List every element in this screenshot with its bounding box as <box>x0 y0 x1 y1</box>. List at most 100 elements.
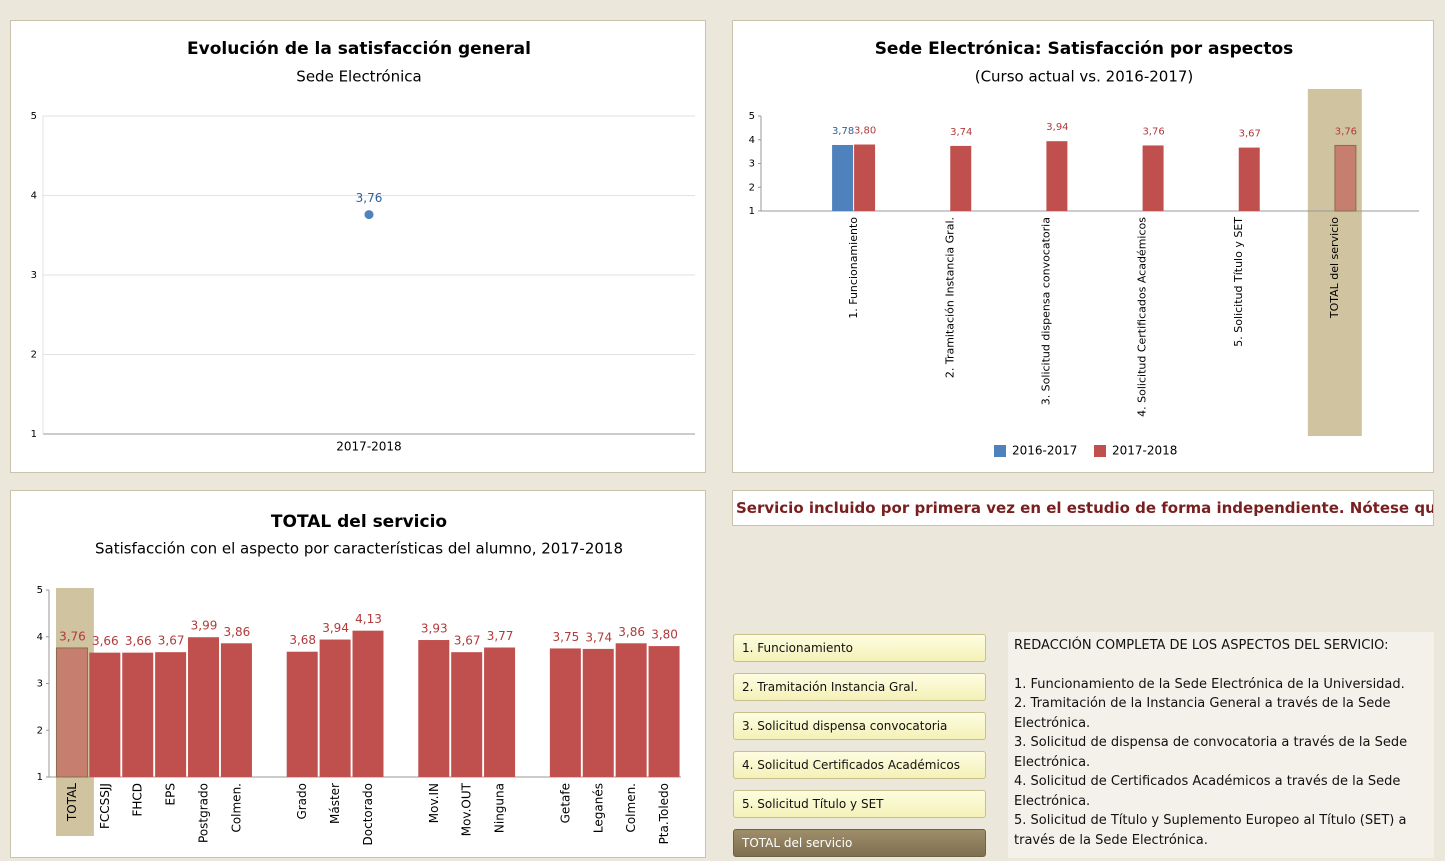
chart-title: Evolución de la satisfacción general <box>187 39 531 59</box>
value-label: 3,74 <box>950 127 972 138</box>
description-heading: REDACCIÓN COMPLETA DE LOS ASPECTOS DEL S… <box>1014 638 1389 653</box>
bar <box>155 652 187 777</box>
legend-label: 2016-2017 <box>1012 444 1077 458</box>
chart-title: TOTAL del servicio <box>271 512 447 532</box>
value-label: 3,78 <box>832 126 854 137</box>
x-tick-label: Pta.Toledo <box>657 783 671 844</box>
x-tick-label: TOTAL del servicio <box>1328 217 1341 319</box>
description: REDACCIÓN COMPLETA DE LOS ASPECTOS DEL S… <box>1008 632 1434 858</box>
legend-swatch <box>1094 445 1106 457</box>
bar <box>648 646 680 777</box>
description-item: 3. Solicitud de dispensa de convocatoria… <box>1014 735 1408 770</box>
value-label: 3,67 <box>158 634 185 648</box>
x-tick-label: 3. Solicitud dispensa convocatoria <box>1039 217 1052 405</box>
aspect-button[interactable]: 3. Solicitud dispensa convocatoria <box>733 712 986 740</box>
y-tick-label: 3 <box>749 159 755 170</box>
x-tick-label: Ninguna <box>493 783 507 833</box>
x-tick-label: Mov.IN <box>427 783 441 823</box>
value-label: 3,75 <box>553 630 580 644</box>
data-point <box>364 210 374 220</box>
chart-subtitle: Sede Electrónica <box>296 68 421 86</box>
y-tick-label: 4 <box>31 191 37 202</box>
description-item: 4. Solicitud de Certificados Académicos … <box>1014 774 1401 809</box>
y-tick-label: 2 <box>37 725 43 736</box>
bar <box>615 643 647 777</box>
description-item: 5. Solicitud de Título y Suplemento Euro… <box>1014 813 1407 848</box>
bar <box>286 651 318 777</box>
y-tick-label: 2 <box>31 350 37 361</box>
x-tick-label: 5. Solicitud Título y SET <box>1232 217 1245 347</box>
x-tick-label: FCCSSJJ <box>98 783 112 829</box>
value-label: 3,86 <box>618 625 645 639</box>
value-label: 3,66 <box>125 634 152 648</box>
value-label: 3,93 <box>421 622 448 636</box>
value-label: 4,13 <box>355 612 382 626</box>
value-label: 3,94 <box>322 621 349 635</box>
x-tick-label: TOTAL <box>65 783 79 822</box>
x-tick-label: Mov.OUT <box>460 782 474 836</box>
legend-label: 2017-2018 <box>1112 444 1177 458</box>
x-tick-label: 4. Solicitud Certificados Académicos <box>1136 217 1149 417</box>
x-tick-label: FHCD <box>131 783 145 817</box>
y-tick-label: 1 <box>31 429 37 440</box>
bar <box>950 145 972 211</box>
bar <box>582 648 614 777</box>
chart-title: Sede Electrónica: Satisfacción por aspec… <box>875 39 1294 59</box>
x-tick-label: EPS <box>164 783 178 805</box>
x-tick-label: Grado <box>295 783 309 820</box>
y-tick-label: 4 <box>749 135 755 146</box>
bar <box>1334 144 1357 212</box>
bar <box>418 640 450 777</box>
description-item: 1. Funcionamiento de la Sede Electrónica… <box>1014 676 1405 692</box>
bar <box>55 647 88 778</box>
chart: Sede Electrónica: Satisfacción por aspec… <box>749 39 1419 458</box>
chart: Evolución de la satisfacción general Sede… <box>31 39 695 454</box>
bar <box>122 652 154 777</box>
description-items: 1. Funcionamiento de la Sede Electrónica… <box>1014 675 1428 851</box>
aspect-button[interactable]: TOTAL del servicio <box>733 829 986 857</box>
aspect-button[interactable]: 1. Funcionamiento <box>733 634 986 662</box>
x-tick-label: Getafe <box>558 783 572 823</box>
x-tick-label: Doctorado <box>361 783 375 845</box>
chart-subtitle: Satisfacción con el aspecto por caracter… <box>95 540 623 558</box>
value-label: 3,67 <box>454 634 481 648</box>
y-tick-label: 1 <box>37 772 43 783</box>
bar <box>319 639 351 777</box>
bar <box>484 647 516 777</box>
x-tick-label: 1. Funcionamiento <box>847 217 860 319</box>
chart-panel: Evolución de la satisfacción general Sede… <box>10 20 706 473</box>
bar <box>1046 141 1068 211</box>
x-tick-label: Máster <box>328 783 342 824</box>
value-label: 3,77 <box>487 629 514 643</box>
y-tick-label: 2 <box>749 182 755 193</box>
y-tick-label: 5 <box>31 111 37 122</box>
value-label: 3,80 <box>651 628 678 642</box>
chart-subtitle: (Curso actual vs. 2016-2017) <box>975 68 1194 86</box>
bar <box>352 630 384 777</box>
value-label: 3,66 <box>92 634 119 648</box>
y-tick-label: 4 <box>37 632 43 643</box>
aspect-button[interactable]: 4. Solicitud Certificados Académicos <box>733 751 986 779</box>
description-item: 2. Tramitación de la Instancia General a… <box>1014 696 1391 731</box>
value-label: 3,76 <box>356 191 383 205</box>
bar <box>854 144 876 211</box>
bar <box>1238 147 1260 211</box>
x-tick-label: Leganés <box>591 783 605 833</box>
y-tick-label: 3 <box>31 270 37 281</box>
banner: Servicio incluido por primera vez en el … <box>732 490 1434 526</box>
value-label: 3,76 <box>59 629 86 643</box>
aspect-button[interactable]: 5. Solicitud Título y SET <box>733 790 986 818</box>
aspect-button[interactable]: 2. Tramitación Instancia Gral. <box>733 673 986 701</box>
bar <box>188 637 220 777</box>
bar <box>220 643 252 777</box>
value-label: 3,86 <box>224 625 251 639</box>
bar <box>549 648 581 777</box>
chart-panel: Sede Electrónica: Satisfacción por aspec… <box>732 20 1434 473</box>
value-label: 3,76 <box>1142 126 1164 137</box>
chart-panel: TOTAL del servicio Satisfacción con el as… <box>10 490 706 858</box>
x-tick-label: 2. Tramitación Instancia Gral. <box>943 217 956 378</box>
value-label: 3,74 <box>585 630 612 644</box>
x-tick-label: Colmen. <box>624 783 638 833</box>
y-tick-label: 5 <box>749 111 755 122</box>
